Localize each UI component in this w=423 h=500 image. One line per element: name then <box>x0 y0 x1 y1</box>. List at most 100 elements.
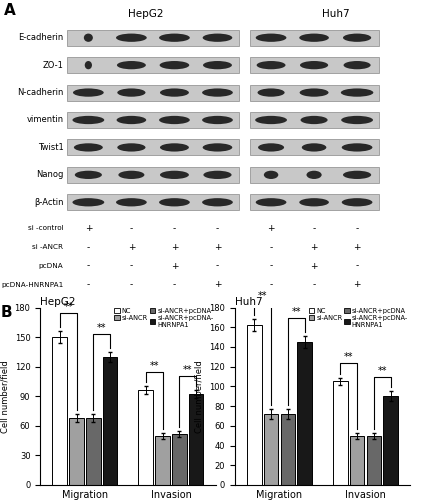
Ellipse shape <box>116 34 147 42</box>
Ellipse shape <box>203 61 232 70</box>
Text: **: ** <box>63 302 73 312</box>
Ellipse shape <box>257 61 286 70</box>
Ellipse shape <box>202 116 233 124</box>
Ellipse shape <box>73 88 104 96</box>
Ellipse shape <box>159 61 189 70</box>
Ellipse shape <box>307 170 321 179</box>
Bar <box>67 84 239 100</box>
Text: pcDNA-HNRNPA1: pcDNA-HNRNPA1 <box>1 282 63 288</box>
Ellipse shape <box>117 116 146 124</box>
Text: HepG2: HepG2 <box>128 9 164 19</box>
Bar <box>383 396 398 485</box>
Text: -: - <box>269 280 273 289</box>
Y-axis label: Cell number/field: Cell number/field <box>195 360 203 432</box>
Ellipse shape <box>258 144 284 152</box>
Ellipse shape <box>300 116 328 124</box>
Ellipse shape <box>299 198 329 206</box>
Ellipse shape <box>160 170 189 179</box>
Text: -: - <box>173 224 176 233</box>
Ellipse shape <box>341 116 373 124</box>
Ellipse shape <box>203 170 231 179</box>
Text: -: - <box>173 280 176 289</box>
Text: pcDNA: pcDNA <box>38 263 63 269</box>
Text: si -control: si -control <box>28 226 63 232</box>
Ellipse shape <box>299 34 329 42</box>
Text: -: - <box>130 262 133 270</box>
Ellipse shape <box>302 144 327 152</box>
Text: vimentin: vimentin <box>26 116 63 124</box>
Text: +: + <box>171 243 178 252</box>
Text: -: - <box>130 280 133 289</box>
Ellipse shape <box>202 88 233 96</box>
Bar <box>52 337 67 485</box>
Ellipse shape <box>72 116 104 124</box>
Text: A: A <box>4 3 16 18</box>
Ellipse shape <box>159 116 190 124</box>
Text: **: ** <box>378 366 387 376</box>
Text: Nanog: Nanog <box>36 170 63 179</box>
Ellipse shape <box>117 144 146 152</box>
Ellipse shape <box>117 88 146 96</box>
Ellipse shape <box>160 144 189 152</box>
Ellipse shape <box>85 61 92 70</box>
Text: -: - <box>87 243 90 252</box>
Bar <box>250 112 379 128</box>
Text: **: ** <box>291 308 301 318</box>
Ellipse shape <box>343 170 371 179</box>
Text: -: - <box>269 262 273 270</box>
Ellipse shape <box>117 61 146 70</box>
Bar <box>155 436 170 485</box>
Text: **: ** <box>183 364 192 374</box>
Ellipse shape <box>74 144 103 152</box>
Text: -: - <box>313 280 316 289</box>
Y-axis label: Cell number/field: Cell number/field <box>0 360 9 432</box>
Bar <box>250 84 379 100</box>
Text: -: - <box>355 262 359 270</box>
Ellipse shape <box>75 170 102 179</box>
Bar <box>367 436 381 485</box>
Bar <box>67 30 239 46</box>
Ellipse shape <box>159 198 190 206</box>
Bar <box>67 167 239 183</box>
Bar <box>333 382 348 485</box>
Ellipse shape <box>300 61 328 70</box>
Ellipse shape <box>72 198 104 206</box>
Text: -: - <box>216 262 219 270</box>
Text: -: - <box>355 224 359 233</box>
Ellipse shape <box>264 170 278 179</box>
Text: +: + <box>214 280 221 289</box>
Ellipse shape <box>343 34 371 42</box>
Text: Twist1: Twist1 <box>38 143 63 152</box>
Bar <box>350 436 365 485</box>
Ellipse shape <box>203 34 232 42</box>
Text: Huh7: Huh7 <box>235 296 262 306</box>
Ellipse shape <box>256 34 286 42</box>
Text: HepG2: HepG2 <box>40 296 76 306</box>
Ellipse shape <box>84 34 93 42</box>
Bar <box>247 325 262 485</box>
Ellipse shape <box>299 88 329 96</box>
Ellipse shape <box>342 198 372 206</box>
Text: -: - <box>313 224 316 233</box>
Legend: NC, si-ANCR, si-ANCR+pcDNA, si-ANCR+pcDNA-
HNRNPA1: NC, si-ANCR, si-ANCR+pcDNA, si-ANCR+pcDN… <box>114 308 214 328</box>
Text: +: + <box>353 280 361 289</box>
Text: -: - <box>130 224 133 233</box>
Text: +: + <box>171 262 178 270</box>
Ellipse shape <box>258 88 285 96</box>
Text: B: B <box>1 305 13 320</box>
Ellipse shape <box>159 34 190 42</box>
Bar <box>264 414 278 485</box>
Ellipse shape <box>203 144 232 152</box>
Bar <box>67 140 239 156</box>
Text: -: - <box>87 280 90 289</box>
Text: β-Actin: β-Actin <box>34 198 63 207</box>
Ellipse shape <box>118 170 144 179</box>
Text: -: - <box>87 262 90 270</box>
Text: Huh7: Huh7 <box>322 9 350 19</box>
Ellipse shape <box>160 88 189 96</box>
Text: ZO-1: ZO-1 <box>43 60 63 70</box>
Ellipse shape <box>342 144 372 152</box>
Text: **: ** <box>344 352 354 362</box>
Bar <box>67 112 239 128</box>
Text: si -ANCR: si -ANCR <box>33 244 63 250</box>
